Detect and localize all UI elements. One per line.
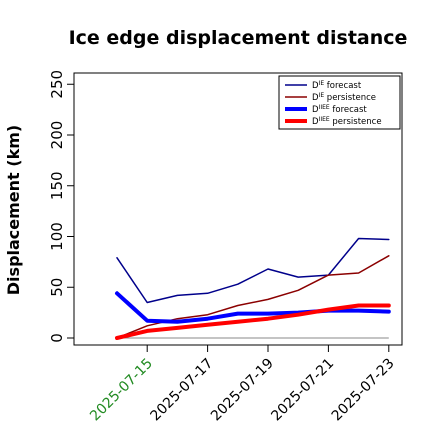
- chart-title: Ice edge displacement distance: [69, 27, 408, 49]
- y-tick-label: 200: [48, 121, 66, 150]
- legend-label: DIIEE persistence: [312, 116, 382, 127]
- series-line-1: [116, 255, 390, 339]
- series-line-2: [115, 291, 391, 324]
- y-axis-label: Displacement (km): [4, 125, 23, 295]
- legend-label: DIE forecast: [312, 80, 362, 91]
- y-tick-label: 100: [48, 222, 66, 251]
- legend-label: DIIEE forecast: [312, 104, 367, 115]
- x-tick-label: 2025-07-23: [329, 356, 398, 425]
- legend-label: DIE persistence: [312, 92, 376, 103]
- series-line-0: [116, 237, 390, 304]
- y-tick-label: 250: [48, 70, 66, 99]
- x-tick-label: 2025-07-21: [268, 356, 337, 425]
- x-tick-label: 2025-07-15: [87, 356, 156, 425]
- x-tick-label: 2025-07-17: [148, 356, 217, 425]
- x-axis: 2025-07-152025-07-172025-07-192025-07-21…: [87, 344, 398, 425]
- y-tick-label: 150: [48, 171, 66, 200]
- x-tick-label: 2025-07-19: [208, 356, 277, 425]
- series-line-3: [115, 303, 391, 340]
- y-tick-label: 0: [48, 333, 66, 343]
- y-axis: 0 50 100 150 200 250: [48, 70, 75, 343]
- y-tick-label: 50: [48, 278, 66, 297]
- series-layer: [115, 237, 391, 340]
